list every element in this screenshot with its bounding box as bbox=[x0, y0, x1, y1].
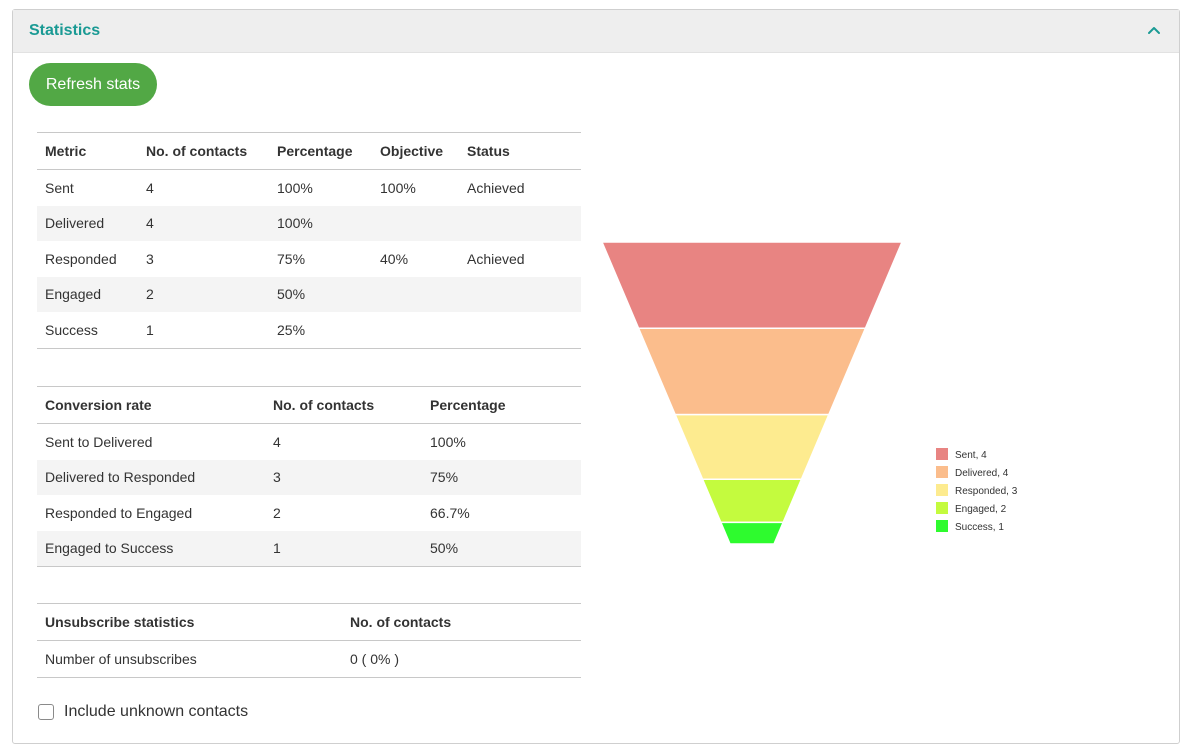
table-row: Delivered to Responded 3 75% bbox=[37, 459, 581, 495]
include-unknown-label: Include unknown contacts bbox=[64, 703, 249, 720]
include-unknown-checkbox[interactable] bbox=[38, 704, 54, 720]
table-row: Engaged 2 50% bbox=[37, 276, 581, 312]
table-cell: Number of unsubscribes bbox=[37, 640, 342, 678]
include-unknown-contacts-option[interactable]: Include unknown contacts bbox=[38, 703, 248, 721]
legend-swatch bbox=[936, 466, 948, 478]
column-header: Conversion rate bbox=[37, 386, 265, 424]
column-header: No. of contacts bbox=[138, 132, 269, 170]
table-header-row: Metric No. of contacts Percentage Object… bbox=[37, 132, 581, 170]
conversion-table: Conversion rate No. of contacts Percenta… bbox=[37, 386, 581, 567]
funnel-segment-engaged[interactable] bbox=[701, 478, 803, 524]
table-cell: Responded to Engaged bbox=[45, 504, 193, 521]
table-cell: 100% bbox=[430, 433, 466, 450]
table-cell: 50% bbox=[422, 530, 581, 567]
legend-label: Responded, 3 bbox=[955, 486, 1018, 497]
legend-swatch bbox=[936, 520, 948, 532]
panel-header[interactable]: Statistics bbox=[13, 10, 1179, 53]
table-cell: Success bbox=[37, 312, 138, 349]
table-header-row: Unsubscribe statistics No. of contacts bbox=[37, 603, 581, 641]
table-cell: 100% bbox=[269, 205, 372, 241]
table-cell: 0 ( 0% ) bbox=[342, 640, 581, 678]
table-cell: 100% bbox=[277, 179, 313, 196]
table-cell: 4 bbox=[138, 205, 269, 241]
table-row: Sent to Delivered 4 100% bbox=[37, 424, 581, 460]
refresh-stats-button[interactable]: Refresh stats bbox=[29, 63, 157, 106]
column-header: No. of contacts bbox=[265, 386, 422, 424]
table-cell: Delivered bbox=[37, 205, 138, 241]
legend-label: Sent, 4 bbox=[955, 450, 987, 461]
legend-label: Success, 1 bbox=[955, 522, 1004, 533]
table-cell: 1 bbox=[138, 312, 269, 349]
column-header: Percentage bbox=[422, 386, 581, 424]
table-cell: 40% bbox=[380, 250, 409, 267]
legend-swatch bbox=[936, 448, 948, 460]
table-cell: 1 bbox=[265, 530, 422, 567]
statistics-panel: Statistics Refresh stats Metric No. of c… bbox=[12, 9, 1180, 744]
table-cell: Responded bbox=[45, 250, 117, 267]
funnel-segment-sent[interactable] bbox=[602, 241, 904, 330]
table-cell: 66.7% bbox=[430, 504, 470, 521]
column-header: Percentage bbox=[269, 132, 372, 170]
table-header-row: Conversion rate No. of contacts Percenta… bbox=[37, 386, 581, 424]
table-cell bbox=[372, 276, 459, 312]
column-header: Objective bbox=[372, 132, 459, 170]
funnel-segment-responded[interactable] bbox=[674, 413, 830, 481]
table-cell: 2 bbox=[138, 276, 269, 312]
column-header: No. of contacts bbox=[342, 603, 581, 641]
status-cell bbox=[459, 276, 581, 312]
table-cell: Engaged bbox=[37, 276, 138, 312]
table-row: Delivered 4 100% bbox=[37, 205, 581, 241]
table-cell: Engaged to Success bbox=[37, 530, 265, 567]
table-row: Number of unsubscribes 0 ( 0% ) bbox=[37, 640, 581, 678]
panel-title: Statistics bbox=[29, 22, 101, 39]
legend-label: Engaged, 2 bbox=[955, 504, 1007, 515]
funnel-chart: Sent, 4 Delivered, 4 Responded, 3 Engaged, … bbox=[602, 241, 1018, 545]
funnel-segment-delivered[interactable] bbox=[637, 327, 867, 416]
table-cell: 25% bbox=[269, 312, 372, 349]
table-row: Responded to Engaged 2 66.7% bbox=[37, 495, 581, 531]
metrics-table: Metric No. of contacts Percentage Object… bbox=[37, 132, 581, 349]
table-cell: 4 bbox=[146, 179, 154, 196]
table-cell bbox=[372, 205, 459, 241]
legend-swatch bbox=[936, 502, 948, 514]
table-cell: 2 bbox=[273, 504, 281, 521]
table-cell: 3 bbox=[265, 459, 422, 495]
table-cell: 50% bbox=[269, 276, 372, 312]
table-cell: Sent bbox=[45, 179, 74, 196]
table-cell: Sent to Delivered bbox=[45, 433, 153, 450]
table-cell: 4 bbox=[273, 433, 281, 450]
status-cell: Achieved bbox=[467, 179, 525, 196]
table-row: Sent 4 100% 100% Achieved bbox=[37, 170, 581, 206]
table-cell: 75% bbox=[277, 250, 306, 267]
legend-swatch bbox=[936, 484, 948, 496]
legend-label: Delivered, 4 bbox=[955, 468, 1009, 479]
column-header: Status bbox=[459, 132, 581, 170]
status-cell bbox=[459, 312, 581, 349]
table-row: Responded 3 75% 40% Achieved bbox=[37, 241, 581, 277]
unsubscribe-table: Unsubscribe statistics No. of contacts N… bbox=[37, 603, 581, 678]
funnel-segment-success[interactable] bbox=[719, 521, 785, 545]
table-cell: 75% bbox=[422, 459, 581, 495]
column-header: Metric bbox=[37, 132, 138, 170]
table-row: Success 1 25% bbox=[37, 312, 581, 349]
table-cell: 3 bbox=[146, 250, 154, 267]
column-header: Unsubscribe statistics bbox=[37, 603, 342, 641]
chevron-up-icon[interactable] bbox=[1145, 22, 1163, 40]
table-cell: 100% bbox=[380, 179, 416, 196]
table-cell bbox=[372, 312, 459, 349]
status-cell bbox=[459, 205, 581, 241]
table-cell: Delivered to Responded bbox=[37, 459, 265, 495]
status-cell: Achieved bbox=[467, 250, 525, 267]
table-row: Engaged to Success 1 50% bbox=[37, 530, 581, 567]
